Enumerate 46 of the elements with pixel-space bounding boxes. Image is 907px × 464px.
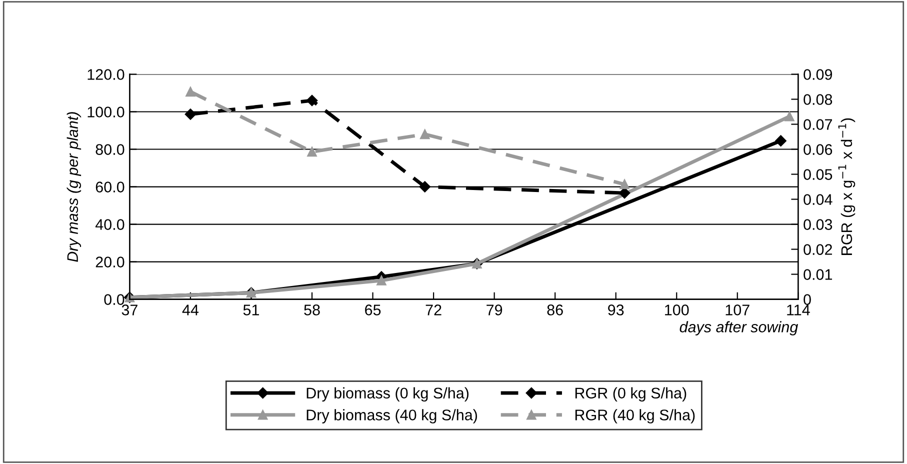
y2-tick-label: 0.07 (804, 119, 832, 130)
point (775, 135, 786, 146)
point (306, 94, 318, 106)
y-tick-label: 0.0 (104, 294, 124, 305)
y-tick-label: 120.0 (88, 69, 124, 80)
legend-label: RGR (40 kg S/ha) (575, 409, 695, 424)
x-axis-title: days after sowing (680, 321, 798, 336)
y-tick-label: 80.0 (96, 144, 124, 155)
y-tick-label: 40.0 (95, 219, 124, 230)
y2-tick-label: 0.04 (804, 194, 832, 205)
x-tick-label: 37 (122, 304, 138, 316)
y2-tick-label: 0.09 (804, 69, 832, 80)
x-tick-label: 79 (486, 304, 502, 316)
x-tick-label: 51 (243, 304, 259, 316)
x-tick-label: 107 (726, 304, 750, 316)
legend-label: Dry biomass (40 kg S/ha) (306, 409, 478, 424)
y-tick-label: 60.0 (96, 182, 124, 192)
y2-tick-label: 0.01 (804, 269, 832, 280)
x-tick-label: 65 (365, 304, 381, 316)
x-tick-label: 44 (182, 304, 199, 316)
y-axis-title: Dry mass (g per plant) (66, 112, 82, 262)
y2-axis-title: RGR (g x g$^{−1}$ x d$^{−1}$) (838, 118, 856, 255)
x-tick-label: 100 (665, 304, 689, 316)
x-tick-label: 114 (787, 304, 810, 316)
y2-tick-label: 0.06 (804, 144, 832, 155)
x-tick-label: 72 (426, 304, 442, 316)
point (420, 129, 430, 140)
y2-tick-label: 0.08 (804, 94, 832, 105)
point (620, 179, 630, 190)
point (307, 146, 317, 157)
x-tick-label: 93 (608, 304, 624, 316)
point (184, 108, 196, 120)
y2-tick-label: 0.03 (804, 219, 832, 230)
point (376, 276, 386, 286)
point (784, 112, 794, 122)
point (186, 86, 196, 97)
y-tick-label: 100.0 (88, 106, 124, 118)
x-tick-label: 86 (547, 304, 563, 316)
x-tick-label: 58 (304, 304, 320, 316)
y2-tick-label: 0.05 (804, 169, 832, 180)
y2-tick-label: 0.02 (804, 244, 832, 255)
legend-label: Dry biomass (0 kg S/ha) (306, 387, 469, 402)
y-tick-label: 20.0 (96, 256, 124, 268)
point (419, 181, 430, 192)
y2-tick-label: 0 (804, 294, 811, 305)
legend-label: RGR (0 kg S/ha) (575, 387, 686, 402)
